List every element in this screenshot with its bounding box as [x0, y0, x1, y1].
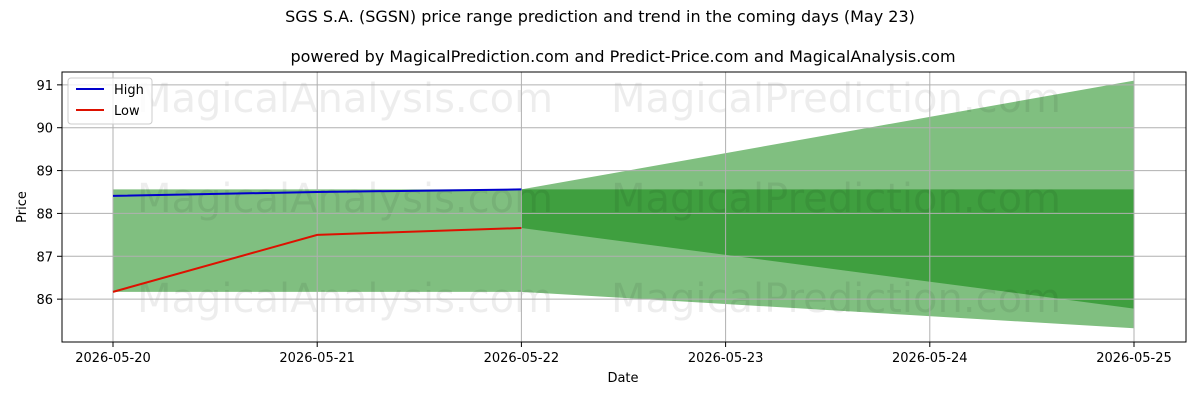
y-tick-label: 88: [36, 207, 53, 222]
y-tick-label: 91: [36, 79, 53, 94]
prediction-bands: [113, 80, 1134, 329]
prediction-band-2: [521, 189, 1134, 309]
chart-subtitle: powered by MagicalPrediction.com and Pre…: [290, 47, 955, 66]
watermark-text: MagicalAnalysis.com: [137, 76, 553, 122]
x-tick-label: 2026-05-25: [1096, 351, 1172, 366]
x-axis-ticks: 2026-05-20 2026-05-21 2026-05-22 2026-05-23…: [75, 342, 1172, 366]
plot-frame: [61, 71, 1187, 343]
x-tick-label: 2026-05-20: [75, 351, 151, 366]
grid-layer: [62, 72, 1186, 342]
y-tick-label: 87: [36, 250, 53, 265]
legend-label-low: Low: [114, 104, 140, 119]
y-axis-label: Price: [15, 191, 30, 223]
watermark-text: MagicalPrediction.com: [611, 76, 1061, 122]
y-axis-ticks: 86 87 88 89 90 91: [36, 79, 62, 308]
x-tick-label: 2026-05-21: [279, 351, 355, 366]
x-tick-label: 2026-05-22: [484, 351, 560, 366]
legend-label-high: High: [114, 83, 144, 98]
y-tick-label: 86: [36, 293, 53, 308]
x-tick-label: 2026-05-24: [892, 351, 968, 366]
y-tick-label: 89: [36, 165, 53, 180]
x-tick-label: 2026-05-23: [688, 351, 764, 366]
y-tick-label: 90: [36, 122, 53, 137]
legend: High Low: [67, 77, 153, 125]
series-layer: [112, 188, 522, 293]
watermark-text: MagicalPrediction.com: [611, 176, 1061, 222]
series-line-high: [112, 188, 522, 197]
watermark-text: MagicalAnalysis.com: [137, 176, 553, 222]
x-axis-label: Date: [607, 371, 638, 386]
series-line-low: [112, 227, 522, 293]
chart-title: SGS S.A. (SGSN) price range prediction a…: [285, 7, 915, 26]
